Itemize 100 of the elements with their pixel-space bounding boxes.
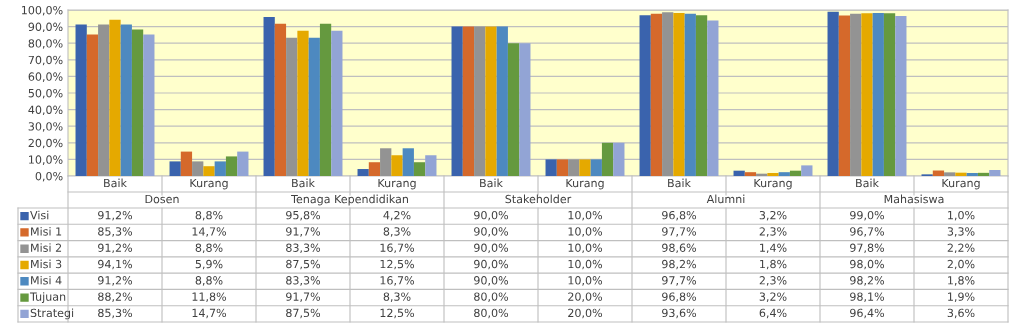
- bar: [838, 15, 851, 176]
- data-label: 96,4%: [850, 308, 885, 319]
- legend-label: Misi 4: [31, 275, 62, 285]
- data-label: 20,0%: [568, 308, 603, 319]
- x-tick-label: Kurang: [378, 178, 416, 190]
- bar: [684, 13, 696, 176]
- data-label: 90,0%: [474, 276, 509, 286]
- data-label: 91,7%: [286, 292, 321, 302]
- bar: [744, 172, 757, 176]
- data-label: 1,8%: [760, 259, 787, 270]
- bar: [944, 172, 956, 176]
- bar: [225, 156, 238, 176]
- data-label: 94,1%: [98, 259, 133, 270]
- data-label: 87,5%: [286, 308, 321, 319]
- bar: [98, 24, 110, 176]
- bar: [778, 172, 790, 176]
- bar: [402, 148, 414, 176]
- bar: [496, 26, 508, 176]
- bar: [485, 26, 497, 176]
- data-label: 88,2%: [98, 292, 133, 302]
- bar: [451, 26, 463, 176]
- bar: [286, 37, 298, 176]
- bar: [850, 13, 862, 176]
- bar: [556, 159, 569, 176]
- bar: [425, 155, 437, 176]
- data-label: 83,3%: [286, 276, 321, 286]
- data-label: 3,3%: [947, 227, 975, 237]
- data-label: 96,8%: [662, 292, 697, 302]
- data-label: 3,2%: [759, 210, 787, 221]
- bar: [214, 161, 226, 176]
- data-label: 80,0%: [474, 308, 509, 319]
- bar: [308, 37, 320, 176]
- data-label: 8,3%: [383, 227, 411, 237]
- bar: [391, 155, 403, 176]
- y-tick-label: 10,0%: [29, 155, 63, 165]
- data-label: 96,8%: [662, 210, 697, 221]
- bar: [883, 13, 896, 176]
- bar: [109, 19, 121, 176]
- bar: [143, 34, 155, 176]
- bar: [507, 43, 520, 176]
- data-label: 14,7%: [192, 227, 227, 237]
- data-label: 1,9%: [948, 292, 975, 302]
- data-label: 8,8%: [195, 243, 223, 254]
- bar: [733, 170, 745, 176]
- x-tick-label: Baik: [480, 178, 503, 188]
- legend-label: Visi: [30, 210, 49, 220]
- bar: [203, 166, 215, 176]
- data-label: 91,2%: [98, 276, 133, 286]
- data-label: 99,0%: [850, 210, 885, 221]
- x-tick-label: Kurang: [942, 178, 980, 190]
- bar: [462, 26, 475, 176]
- x-tick-label: Baik: [668, 178, 691, 188]
- bar: [131, 29, 144, 176]
- y-tick-label: 0,0%: [35, 171, 63, 182]
- bar: [86, 34, 99, 176]
- data-label: 4,2%: [383, 210, 411, 221]
- bar: [368, 162, 381, 176]
- bar: [120, 24, 132, 176]
- text: Mahasiswa: [884, 194, 944, 204]
- data-label: 97,7%: [662, 276, 697, 286]
- bar: [789, 170, 802, 176]
- data-label: 2,2%: [947, 243, 975, 254]
- data-label: 90,0%: [474, 259, 509, 270]
- bar: [989, 170, 1001, 176]
- y-tick-label: 40,0%: [28, 105, 63, 116]
- data-label: 85,3%: [98, 308, 133, 319]
- data-label: 1,8%: [948, 276, 975, 286]
- data-label: 12,5%: [380, 308, 415, 319]
- data-label: 2,3%: [759, 276, 787, 286]
- legend-label: Strategi: [30, 308, 74, 320]
- bar: [180, 151, 193, 176]
- legend-label: Misi 3: [31, 259, 62, 269]
- bar: [861, 13, 873, 176]
- bar: [977, 172, 990, 176]
- data-label: 90,0%: [474, 210, 509, 221]
- bar: [274, 23, 287, 176]
- data-label: 98,1%: [850, 292, 885, 302]
- bar: [568, 159, 580, 176]
- data-label: 6,4%: [759, 308, 787, 319]
- bar: [192, 161, 204, 176]
- data-label: 98,0%: [850, 259, 885, 270]
- bar: [297, 30, 309, 176]
- x-tick-label: Baik: [292, 178, 315, 188]
- data-label: 98,6%: [662, 243, 697, 254]
- x-tick-label: Baik: [856, 178, 879, 188]
- bar: [331, 30, 343, 176]
- data-label: 93,6%: [662, 308, 697, 319]
- x-tick-label: Kurang: [566, 178, 604, 190]
- bar: [75, 24, 87, 176]
- bar: [545, 159, 557, 176]
- data-label: 2,0%: [947, 259, 975, 270]
- x-tick-label: Baik: [104, 178, 127, 188]
- bar: [895, 15, 907, 176]
- bar: [955, 172, 967, 176]
- bar: [601, 142, 614, 176]
- data-label: 1,0%: [948, 210, 975, 221]
- bar: [579, 159, 591, 176]
- bar: [673, 12, 685, 176]
- data-label: 97,8%: [850, 243, 885, 254]
- data-label: 98,2%: [850, 276, 885, 286]
